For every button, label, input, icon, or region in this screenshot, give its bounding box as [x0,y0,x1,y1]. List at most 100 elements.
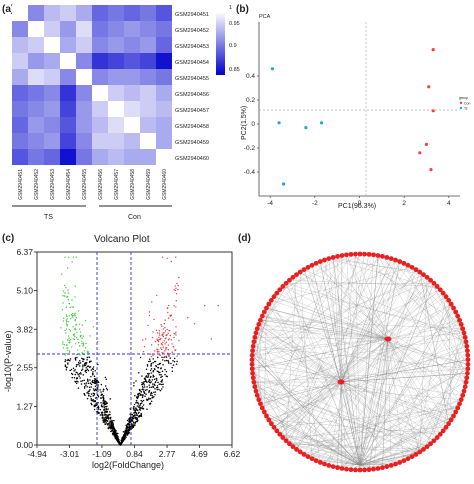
volcano-point [127,432,130,434]
heatmap-cell [76,53,92,69]
volcano-point [101,404,103,406]
volcano-point [141,383,143,386]
heatmap-cell [92,101,108,117]
volcano-point [74,319,76,321]
volcano-point [139,404,141,406]
volcano-point [83,350,86,352]
network-node [366,467,372,473]
volcano-point [97,408,100,410]
volcano-point [167,317,170,319]
heatmap-cell [28,133,44,149]
volcano-point [68,337,70,339]
volcano-point [72,367,75,369]
network-node [465,357,471,363]
volcano-y-tick-label: 2.55 [16,363,33,373]
volcano-point [158,338,161,341]
network-node [274,428,280,434]
volcano-point [93,408,96,411]
volcano-point [150,344,153,346]
network-node [384,464,390,470]
volcano-point [154,388,156,390]
heatmap-row-label: GSM2940455 [175,76,209,82]
volcano-point [162,363,164,366]
heatmap-cell [28,117,44,133]
heatmap-cell [156,101,172,117]
heatmap-cell [44,117,60,133]
volcano-point [142,382,145,384]
network-node [264,305,269,311]
volcano-point [63,317,65,320]
heatmap-cell [140,117,156,133]
network-node [348,251,354,257]
pca-y-tick-label: -0.2 [244,145,256,152]
heatmap-cell [108,53,124,69]
heatmap-cell [60,101,76,117]
network-node [393,257,398,263]
pca-point-con [431,109,435,113]
volcano-point [109,420,112,423]
volcano-point [149,369,152,372]
network-node [258,317,263,323]
network-node [301,451,307,457]
heatmap-cell [108,69,124,85]
network-node [266,301,272,307]
network-node [375,253,381,258]
volcano-point [157,340,160,343]
volcano-point [67,335,70,337]
network-node [434,284,440,289]
network-node [271,424,277,430]
heatmap-cell [60,5,76,21]
volcano-point [123,438,125,441]
volcano-point [93,375,96,378]
volcano-point [160,347,162,349]
volcano-point [150,393,152,395]
volcano-point [103,405,105,407]
heatmap-cell [156,149,172,165]
volcano-point [129,427,131,429]
network-node [362,251,367,257]
volcano-point [121,440,123,442]
volcano-point [62,343,64,345]
heatmap-cell [76,133,92,149]
volcano-point [150,367,153,370]
volcano-point [157,344,160,346]
volcano-point [82,344,84,346]
volcano-point [163,322,166,325]
network-node [253,388,259,394]
volcano-plot: Volcano Plot -4.94 -3.01 -1.09 0.84 2.77 4.69… [3,234,241,470]
heatmap-cell [108,5,124,21]
volcano-point [85,369,87,372]
volcano-point [171,343,173,345]
network-node [453,409,459,415]
volcano-point [129,420,131,422]
heatmap-cell [76,101,92,117]
volcano-point [146,408,148,410]
heatmap-cell [124,5,140,21]
network-node [277,431,283,437]
network-node [458,397,464,403]
network-node [380,253,385,259]
volcano-point [110,422,112,424]
volcano-point [175,331,177,334]
volcano-point [160,367,162,370]
heatmap-cell [124,69,140,85]
volcano-point [86,358,88,361]
volcano-point [134,421,137,424]
network-node [250,348,255,354]
volcano-point [108,424,111,426]
network-node [287,441,292,447]
volcano-point [138,411,140,414]
volcano-point [156,379,158,381]
heatmap-cell [108,117,124,133]
volcano-point [87,365,90,367]
network-node [348,467,354,473]
volcano-point [82,335,84,337]
volcano-point [159,389,162,392]
volcano-point [72,256,75,258]
volcano-point [156,338,158,340]
pca-point-ts [319,121,324,125]
volcano-point [70,338,72,341]
volcano-point [116,438,118,440]
network-node [335,253,340,259]
heatmap-cell [44,69,60,85]
